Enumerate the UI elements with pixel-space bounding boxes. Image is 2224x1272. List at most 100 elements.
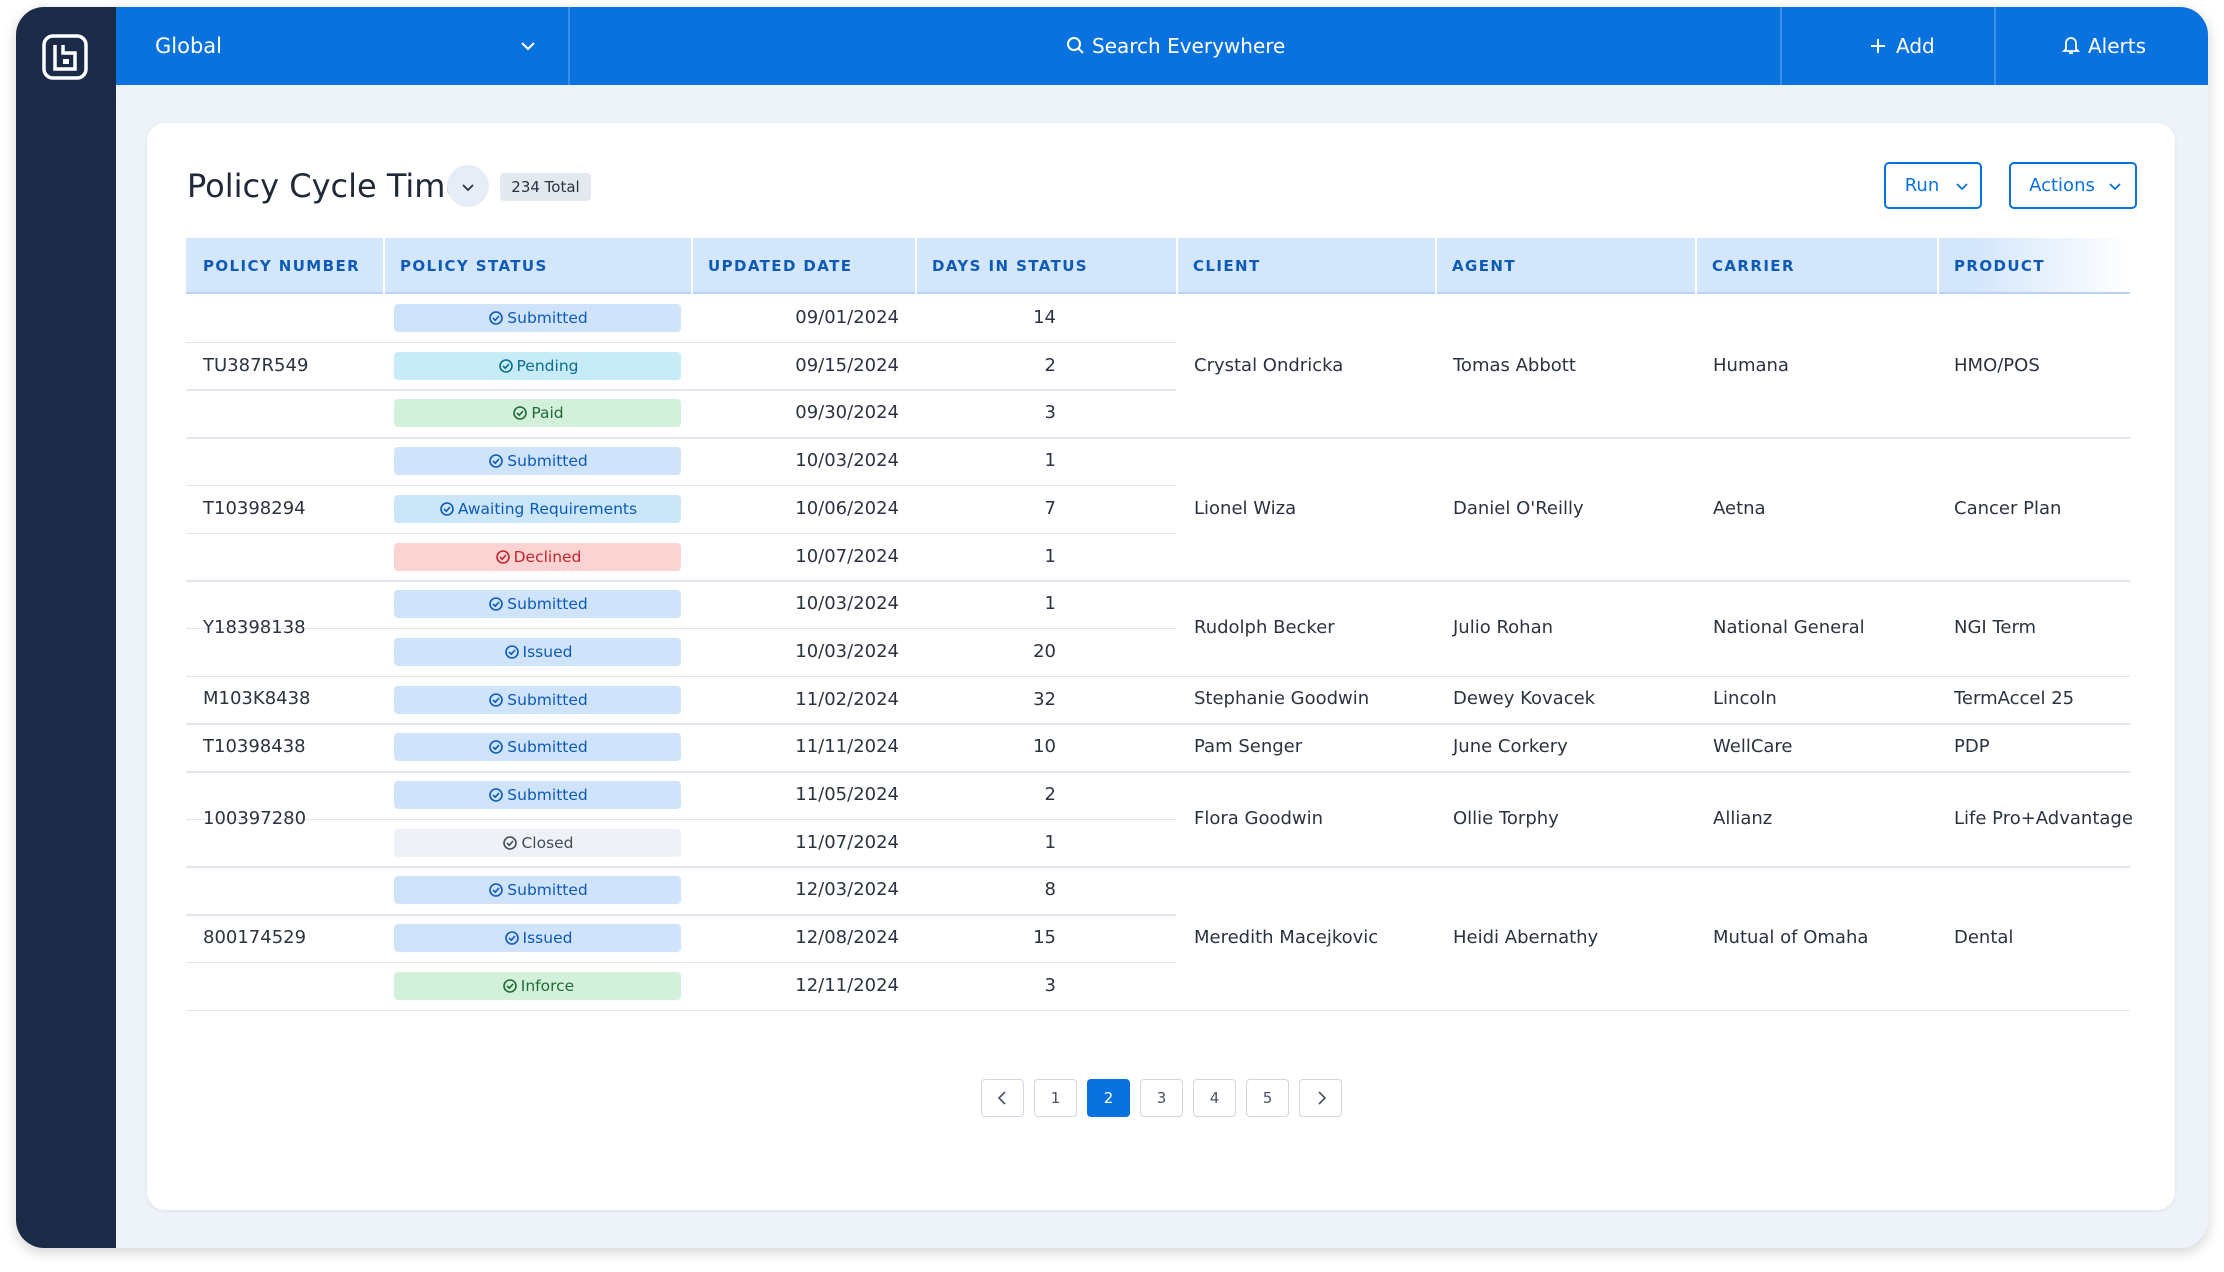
column-divider — [383, 238, 385, 294]
divider — [1780, 7, 1782, 85]
status-label: Submitted — [507, 881, 588, 900]
carrier: Mutual of Omaha — [1713, 926, 1869, 948]
days-in-status: 8 — [1044, 879, 1056, 901]
page-button[interactable]: 2 — [1087, 1079, 1130, 1117]
agent: Dewey Kovacek — [1453, 688, 1596, 710]
row-divider — [186, 914, 1176, 916]
column-header: UPDATED DATE — [708, 257, 853, 275]
status-icon — [496, 549, 510, 564]
page-button[interactable]: 4 — [1193, 1079, 1236, 1117]
status-pill: Submitted — [394, 590, 681, 619]
client: Stephanie Goodwin — [1194, 688, 1370, 710]
days-in-status: 20 — [1033, 640, 1056, 662]
updated-date: 10/03/2024 — [795, 593, 899, 615]
status-label: Submitted — [507, 452, 588, 471]
policy-number: M103K8438 — [203, 688, 311, 710]
alerts-button[interactable]: Alerts — [2088, 34, 2147, 58]
prev-page[interactable] — [981, 1079, 1024, 1117]
updated-date: 11/05/2024 — [795, 784, 899, 805]
column-divider — [915, 238, 917, 294]
search[interactable]: Search Everywhere — [1092, 34, 1286, 58]
status-pill: Closed — [394, 828, 681, 857]
row-divider — [186, 341, 1176, 344]
status-pill: Inforce — [394, 971, 681, 1000]
days-in-status: 3 — [1044, 402, 1056, 424]
page-button[interactable]: 3 — [1140, 1079, 1183, 1117]
next-page[interactable] — [1299, 1079, 1342, 1117]
status-label: Submitted — [507, 309, 588, 327]
status-pill: Submitted — [394, 733, 681, 762]
status-label: Submitted — [507, 738, 588, 757]
column-divider — [1695, 238, 1697, 294]
column-divider — [691, 238, 693, 294]
agent: Daniel O'Reilly — [1453, 497, 1584, 519]
status-icon — [489, 692, 503, 707]
status-pill: Awaiting Requirements — [394, 494, 681, 523]
updated-date: 12/08/2024 — [795, 927, 899, 949]
days-in-status: 2 — [1044, 784, 1056, 805]
group-divider — [186, 437, 2130, 439]
status-label: Submitted — [507, 595, 588, 614]
column-divider — [1176, 238, 1178, 294]
status-pill: Issued — [394, 637, 681, 666]
carrier: Lincoln — [1713, 688, 1777, 710]
chevron — [1956, 183, 1968, 191]
days-in-status: 32 — [1033, 688, 1056, 710]
column-divider — [1435, 238, 1437, 294]
chevron-left — [997, 1091, 1006, 1105]
client: Flora Goodwin — [1194, 807, 1324, 829]
carrier: National General — [1713, 616, 1865, 638]
status-icon — [489, 740, 503, 755]
logo[interactable] — [41, 33, 89, 81]
status-label: Inforce — [520, 976, 575, 995]
status-label: Submitted — [507, 690, 588, 709]
client: Pam Senger — [1194, 736, 1303, 758]
status-label: Issued — [522, 929, 573, 948]
row-divider — [186, 484, 1176, 487]
agent: Ollie Torphy — [1453, 807, 1559, 829]
column-divider — [1937, 238, 1939, 294]
scope-selector[interactable]: Global — [155, 34, 222, 58]
days-in-status: 1 — [1044, 450, 1056, 472]
updated-date: 09/15/2024 — [795, 354, 899, 376]
page-button[interactable]: 1 — [1034, 1079, 1077, 1117]
status-pill: Submitted — [394, 781, 681, 809]
product: Cancer Plan — [1954, 497, 2062, 519]
product: Dental — [1954, 926, 2014, 948]
top-bar — [116, 7, 2208, 85]
sidebar — [16, 7, 116, 1248]
updated-date: 09/30/2024 — [795, 402, 899, 424]
status-label: Declined — [513, 547, 582, 566]
chevron[interactable] — [519, 37, 537, 55]
days-in-status: 7 — [1044, 497, 1056, 519]
days-in-status: 3 — [1044, 974, 1056, 996]
product: HMO/POS — [1954, 354, 2040, 376]
chevron-right — [1318, 1091, 1327, 1105]
status-pill: Submitted — [394, 685, 681, 714]
policy-number: Y18398138 — [203, 616, 306, 638]
policy-number: TU387R549 — [203, 354, 309, 376]
status-pill: Submitted — [394, 304, 681, 332]
status-icon — [505, 931, 519, 945]
search-icon — [1067, 37, 1084, 54]
status-pill: Issued — [394, 924, 681, 953]
policy-number: T10398438 — [203, 736, 306, 758]
status-label: Paid — [531, 404, 564, 423]
status-label: Issued — [522, 642, 573, 661]
page-button[interactable]: 5 — [1246, 1079, 1289, 1117]
group-divider — [186, 1009, 2130, 1011]
policy-number: 800174529 — [203, 926, 307, 948]
page-title: Policy Cycle Time — [187, 167, 466, 205]
status-icon — [503, 835, 517, 850]
updated-date: 10/06/2024 — [795, 497, 899, 519]
days-in-status: 1 — [1044, 545, 1056, 567]
title-dropdown[interactable] — [447, 165, 489, 207]
status-pill: Declined — [394, 542, 681, 571]
actions-button[interactable]: Actions — [2009, 162, 2137, 209]
status-icon — [489, 311, 503, 325]
run-button[interactable]: Run — [1884, 162, 1982, 209]
add-button[interactable]: Add — [1896, 34, 1935, 58]
chevron — [2109, 183, 2121, 191]
status-label: Pending — [516, 356, 579, 375]
